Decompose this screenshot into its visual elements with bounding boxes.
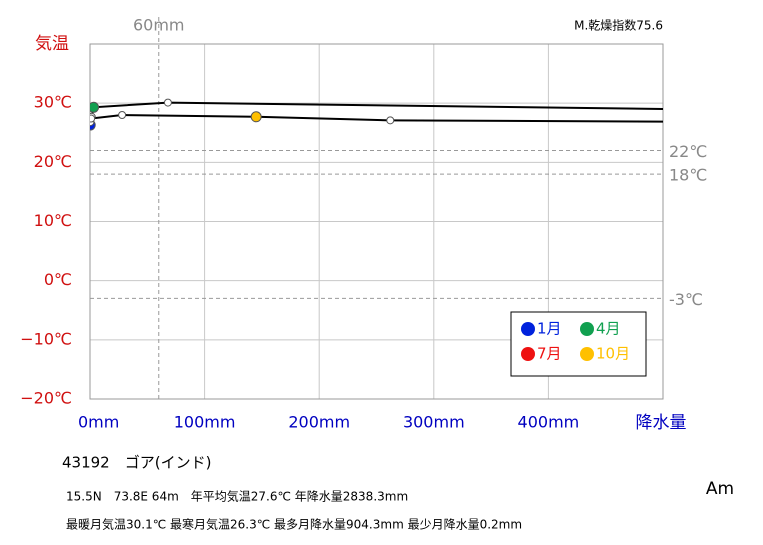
- y-tick-label: 20℃: [34, 152, 72, 171]
- plot-frame: [89, 43, 664, 400]
- info-line: 15.5N 73.8E 64m 年平均気温27.6℃ 年降水量2838.3mm: [66, 489, 408, 504]
- month-point: [118, 111, 127, 119]
- x-tick-label: 400mm: [518, 413, 580, 432]
- legend-label: 4月: [596, 320, 621, 338]
- legend-marker: [580, 347, 594, 361]
- month-point: [90, 101, 100, 113]
- reference-label: 22℃: [669, 142, 707, 161]
- reference-label: 18℃: [669, 166, 707, 185]
- x-tick-label: 200mm: [288, 413, 350, 432]
- y-axis-label: 気温: [35, 34, 69, 54]
- month-point: [250, 111, 262, 123]
- legend-marker: [580, 322, 594, 336]
- legend-marker: [521, 347, 535, 361]
- info-line: 最暖月気温30.1℃ 最寒月気温26.3℃ 最多月降水量904.3mm 最少月降…: [66, 517, 522, 532]
- y-tick-label: 10℃: [34, 211, 72, 230]
- x-tick-label: 100mm: [174, 413, 236, 432]
- month-point: [163, 98, 172, 107]
- reference-label: -3℃: [669, 290, 703, 309]
- reference-label: 60mm: [133, 16, 185, 35]
- climate-class: Am: [706, 479, 734, 499]
- y-tick-label: 0℃: [44, 270, 72, 289]
- y-tick-label: 30℃: [34, 93, 72, 112]
- legend-box: [510, 311, 647, 377]
- climate-curve: [90, 101, 663, 126]
- y-tick-label: −20℃: [20, 389, 72, 408]
- legend-label: 7月: [537, 345, 562, 363]
- legend-label: 10月: [596, 345, 630, 363]
- plot-area: [90, 98, 663, 131]
- month-point: [90, 114, 96, 123]
- x-tick-label: 0mm: [78, 413, 119, 432]
- x-axis-label: 降水量: [636, 413, 687, 433]
- dryness-index: M.乾燥指数75.6: [574, 18, 663, 33]
- legend-label: 1月: [537, 320, 562, 338]
- x-tick-label: 300mm: [403, 413, 465, 432]
- y-tick-label: −10℃: [20, 329, 72, 348]
- station: 43192 ゴア(インド): [62, 454, 211, 472]
- month-point: [386, 116, 395, 125]
- legend-marker: [521, 322, 535, 336]
